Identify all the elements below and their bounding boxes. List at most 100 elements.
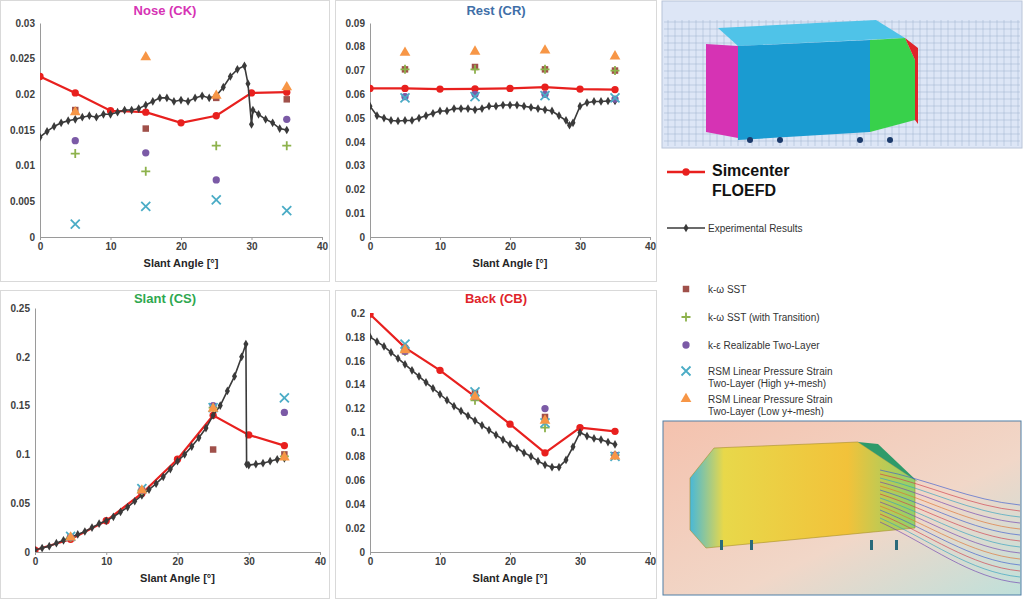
car-support [895, 540, 898, 550]
data-point [535, 457, 540, 466]
car-support [750, 540, 753, 550]
data-point [70, 106, 81, 115]
legend-marker [682, 313, 691, 322]
x-axis-title: Slant Angle [°] [140, 572, 215, 584]
data-point [541, 449, 548, 456]
body-side [738, 40, 870, 140]
plot-area [40, 51, 292, 229]
data-point [270, 119, 275, 128]
axis-line [35, 309, 36, 553]
data-point [256, 110, 261, 119]
chart-title: Slant (CS) [134, 291, 196, 306]
data-point [164, 94, 169, 103]
canvas: 01020304000.0050.010.0150.020.0250.03Nos… [0, 0, 1024, 599]
data-point [605, 438, 610, 447]
data-point [137, 484, 146, 493]
streamline [880, 510, 1020, 565]
data-point [395, 117, 400, 126]
data-point [605, 97, 610, 106]
tick: 0.1 [16, 449, 35, 460]
data-point [75, 530, 80, 539]
legend-label-line: RSM Linear Pressure Strain [708, 366, 833, 377]
y-axis: 00.050.10.150.20.25 [11, 303, 36, 558]
tick: 0.04 [346, 137, 370, 148]
legend: SimcenterFLOEFDExperimental Resultsk-ω S… [667, 162, 833, 417]
data-point [104, 516, 109, 525]
series [402, 348, 618, 458]
data-point [423, 378, 428, 387]
tick-label: 0 [24, 547, 30, 558]
tick: 0.16 [346, 356, 370, 367]
data-point [521, 102, 526, 111]
data-point [610, 50, 621, 59]
tick: 30 [575, 237, 587, 252]
series [402, 64, 618, 74]
data-point [541, 423, 550, 432]
data-point [281, 442, 288, 449]
data-point [436, 367, 443, 374]
data-point [136, 104, 141, 113]
tick-mark [510, 237, 511, 240]
data-point [161, 472, 166, 481]
tick-label: 0.02 [346, 523, 366, 534]
data-point [458, 104, 463, 113]
data-point [577, 428, 582, 437]
data-point [213, 112, 220, 119]
data-point [35, 546, 38, 552]
data-point [80, 113, 85, 122]
data-point [71, 220, 80, 229]
legend-label: RSM Linear Pressure StrainTwo-Layer (Low… [708, 394, 833, 417]
data-point [263, 115, 268, 124]
data-point [401, 65, 410, 74]
data-point [374, 337, 379, 346]
data-point [444, 107, 449, 116]
series [66, 393, 289, 541]
chart-panel: 01020304000.020.040.060.080.10.120.140.1… [336, 291, 657, 599]
tick-mark [181, 237, 182, 240]
tick: 20 [505, 237, 517, 252]
series [401, 91, 618, 103]
data-point [40, 544, 45, 552]
image-background [662, 1, 1022, 148]
data-point [451, 104, 456, 113]
data-point [381, 114, 386, 123]
tick-label: 0.08 [346, 451, 366, 462]
data-point [277, 124, 282, 133]
series [400, 344, 621, 460]
legend-entry: RSM Linear Pressure StrainTwo-Layer (Hig… [682, 366, 833, 389]
tick: 0.02 [16, 89, 40, 100]
data-point [157, 94, 162, 103]
data-point [87, 111, 92, 120]
data-point [89, 523, 94, 532]
data-point [268, 457, 273, 466]
data-point [612, 440, 617, 449]
data-point [479, 421, 484, 430]
data-point [381, 342, 386, 351]
data-point [52, 122, 57, 131]
legend-marker [683, 224, 688, 233]
legend-label-line: Experimental Results [708, 223, 802, 234]
data-point [430, 109, 435, 118]
wake-lines [880, 470, 1020, 583]
legend-marker [683, 286, 689, 292]
flow-image [663, 421, 1021, 595]
tick: 0.06 [346, 89, 370, 100]
series [71, 195, 292, 228]
series [370, 313, 619, 456]
data-point [563, 456, 568, 465]
data-point [437, 390, 442, 399]
data-point [246, 461, 251, 470]
tick-label: 0 [368, 556, 374, 567]
data-point [275, 455, 280, 464]
tick: 0.03 [346, 160, 370, 171]
data-point [129, 106, 134, 115]
tick-label: 0.1 [16, 449, 30, 460]
data-point [507, 101, 512, 110]
tick-mark [440, 552, 441, 555]
data-point [232, 372, 237, 381]
data-point [507, 440, 512, 449]
data-point [235, 65, 240, 74]
tick-label: 10 [435, 556, 447, 567]
car-body [690, 442, 915, 548]
tick-label: 40 [317, 241, 329, 252]
